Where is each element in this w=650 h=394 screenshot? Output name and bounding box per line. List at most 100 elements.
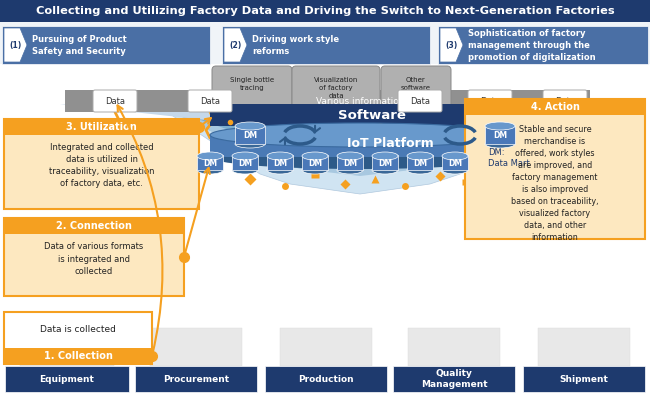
- Text: information: information: [532, 232, 578, 242]
- Ellipse shape: [267, 152, 293, 160]
- Text: is also improved: is also improved: [522, 184, 588, 193]
- Polygon shape: [170, 114, 550, 194]
- FancyBboxPatch shape: [393, 366, 515, 392]
- Ellipse shape: [232, 152, 258, 160]
- Polygon shape: [224, 28, 247, 62]
- FancyBboxPatch shape: [20, 328, 114, 366]
- Text: Pursuing of Product: Pursuing of Product: [32, 35, 127, 43]
- Ellipse shape: [267, 166, 293, 174]
- Ellipse shape: [197, 152, 223, 160]
- FancyBboxPatch shape: [210, 135, 510, 157]
- Text: Data is collected: Data is collected: [40, 325, 116, 335]
- FancyBboxPatch shape: [4, 119, 199, 209]
- FancyBboxPatch shape: [465, 99, 645, 115]
- Text: is integrated and: is integrated and: [58, 255, 130, 264]
- Text: Safety and Security: Safety and Security: [32, 46, 125, 56]
- Text: Quality
Management: Quality Management: [421, 369, 488, 389]
- FancyBboxPatch shape: [235, 126, 265, 144]
- Text: of factory: of factory: [319, 85, 353, 91]
- Text: Procurement: Procurement: [163, 375, 229, 383]
- Text: offered, work styles: offered, work styles: [515, 149, 595, 158]
- Text: are improved, and: are improved, and: [518, 160, 592, 169]
- FancyBboxPatch shape: [232, 155, 258, 170]
- Text: Shipment: Shipment: [560, 375, 608, 383]
- Ellipse shape: [442, 166, 468, 174]
- FancyBboxPatch shape: [93, 90, 137, 112]
- Text: DM: DM: [243, 130, 257, 139]
- Text: factory management: factory management: [512, 173, 598, 182]
- Polygon shape: [215, 121, 505, 153]
- Text: DM: DM: [413, 158, 427, 167]
- Text: Data: Data: [480, 97, 500, 106]
- Text: DM: DM: [238, 158, 252, 167]
- Polygon shape: [195, 118, 525, 164]
- Text: DM:
Data Mart: DM: Data Mart: [488, 148, 530, 168]
- FancyBboxPatch shape: [398, 90, 442, 112]
- Text: Production: Production: [298, 375, 354, 383]
- FancyBboxPatch shape: [438, 26, 648, 64]
- FancyBboxPatch shape: [280, 328, 372, 366]
- FancyBboxPatch shape: [337, 155, 363, 170]
- Polygon shape: [180, 116, 540, 176]
- Text: (3): (3): [445, 41, 457, 50]
- Text: Data: Data: [410, 97, 430, 106]
- Text: tracing: tracing: [240, 85, 265, 91]
- Polygon shape: [360, 104, 590, 153]
- FancyBboxPatch shape: [543, 90, 587, 112]
- Text: Stable and secure: Stable and secure: [519, 125, 592, 134]
- Text: collected: collected: [75, 268, 113, 277]
- Text: Data: Data: [555, 97, 575, 106]
- FancyBboxPatch shape: [468, 90, 512, 112]
- Text: based on traceability,: based on traceability,: [512, 197, 599, 206]
- FancyBboxPatch shape: [222, 26, 430, 64]
- Ellipse shape: [407, 152, 433, 160]
- FancyBboxPatch shape: [4, 218, 184, 234]
- Text: data: data: [328, 93, 344, 99]
- Ellipse shape: [197, 166, 223, 174]
- Text: IoT Platform: IoT Platform: [346, 136, 434, 149]
- Text: 2. Connection: 2. Connection: [56, 221, 132, 231]
- Text: 3. Utilization: 3. Utilization: [66, 122, 137, 132]
- FancyBboxPatch shape: [292, 66, 380, 110]
- Text: merchandise is: merchandise is: [525, 136, 586, 145]
- Ellipse shape: [372, 166, 398, 174]
- FancyBboxPatch shape: [408, 328, 500, 366]
- FancyBboxPatch shape: [267, 155, 293, 170]
- Text: DM: DM: [308, 158, 322, 167]
- FancyBboxPatch shape: [65, 90, 590, 112]
- FancyBboxPatch shape: [523, 366, 645, 392]
- Text: Software: Software: [338, 108, 406, 121]
- Text: DM: DM: [493, 130, 507, 139]
- FancyBboxPatch shape: [407, 155, 433, 170]
- Ellipse shape: [235, 122, 265, 130]
- Polygon shape: [531, 110, 585, 124]
- Ellipse shape: [442, 152, 468, 160]
- Text: DM: DM: [343, 158, 357, 167]
- FancyBboxPatch shape: [0, 0, 650, 22]
- Text: software: software: [401, 85, 431, 91]
- Text: Data of various formats: Data of various formats: [44, 242, 144, 251]
- Ellipse shape: [485, 122, 515, 130]
- Text: Driving work style: Driving work style: [252, 35, 339, 43]
- FancyBboxPatch shape: [0, 64, 650, 394]
- FancyBboxPatch shape: [538, 328, 630, 366]
- Text: Various information: Various information: [316, 97, 404, 106]
- Ellipse shape: [372, 152, 398, 160]
- Text: Single bottle: Single bottle: [230, 77, 274, 83]
- Text: Collecting and Utilizing Factory Data and Driving the Switch to Next-Generation : Collecting and Utilizing Factory Data an…: [36, 6, 614, 16]
- Text: DM: DM: [378, 158, 392, 167]
- FancyBboxPatch shape: [5, 366, 129, 392]
- Text: of factory data, etc.: of factory data, etc.: [60, 178, 143, 188]
- FancyBboxPatch shape: [197, 155, 223, 170]
- Ellipse shape: [210, 123, 510, 147]
- FancyBboxPatch shape: [210, 104, 535, 126]
- FancyBboxPatch shape: [4, 119, 199, 135]
- Ellipse shape: [337, 152, 363, 160]
- FancyBboxPatch shape: [302, 155, 328, 170]
- Text: Sophistication of factory: Sophistication of factory: [468, 28, 586, 37]
- Ellipse shape: [337, 166, 363, 174]
- FancyBboxPatch shape: [188, 90, 232, 112]
- Polygon shape: [440, 28, 463, 62]
- Text: DM: DM: [448, 158, 462, 167]
- Text: 4. Action: 4. Action: [530, 102, 579, 112]
